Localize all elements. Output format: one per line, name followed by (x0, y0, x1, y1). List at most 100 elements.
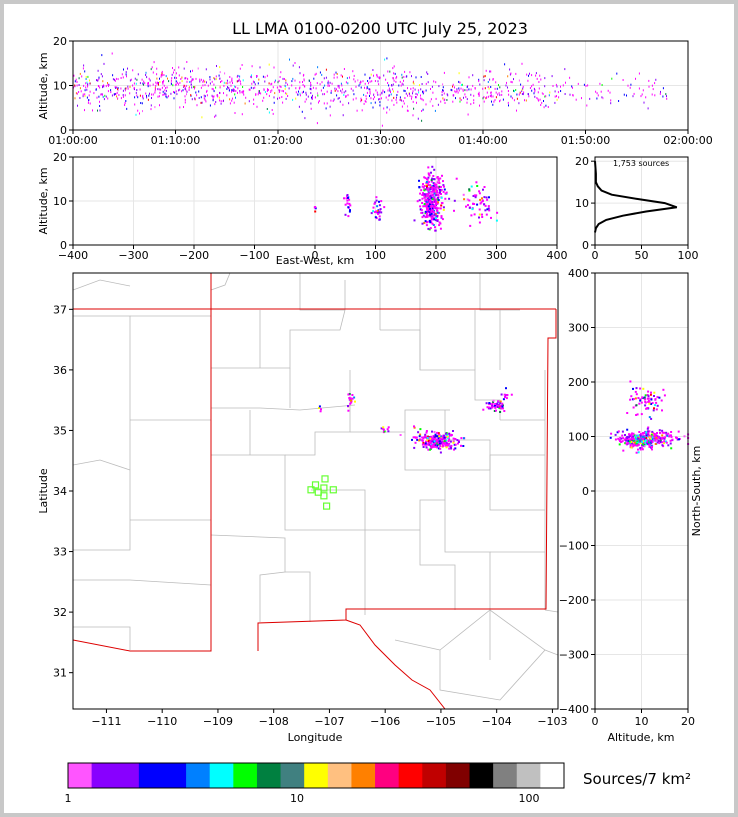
source-point (514, 90, 515, 93)
altitude-tick-label: 20 (575, 155, 589, 168)
source-point (101, 54, 103, 57)
source-point (327, 81, 329, 84)
source-point (443, 437, 446, 440)
county-boundary (211, 454, 311, 531)
source-point (497, 404, 500, 407)
source-point (421, 436, 424, 439)
source-point (155, 81, 157, 84)
source-point (289, 58, 290, 61)
source-point (303, 79, 305, 82)
source-point (534, 89, 536, 91)
source-point (436, 215, 438, 218)
source-point (519, 91, 521, 94)
source-point (347, 393, 350, 396)
source-point (430, 216, 433, 219)
source-point (393, 65, 395, 68)
source-point (99, 100, 100, 103)
source-point (499, 402, 502, 405)
source-point (321, 73, 323, 76)
source-point (421, 443, 424, 446)
source-point (468, 188, 471, 191)
source-point (460, 87, 462, 90)
source-point (342, 75, 343, 78)
source-point (282, 77, 284, 80)
source-point (126, 107, 128, 110)
source-point (369, 92, 371, 95)
source-point (95, 88, 97, 91)
source-point (481, 199, 484, 202)
source-point (642, 387, 645, 390)
colorbar-cell (327, 763, 353, 788)
source-point (152, 83, 154, 86)
source-point (462, 437, 465, 440)
ew-tick-label: −200 (179, 249, 209, 262)
source-point (422, 90, 423, 93)
source-point (214, 78, 216, 81)
source-point (157, 81, 158, 84)
source-point (626, 94, 627, 97)
source-point (370, 212, 373, 215)
source-point (455, 97, 456, 100)
source-point (637, 397, 640, 399)
source-point (212, 99, 214, 102)
source-point (599, 82, 601, 85)
source-point (445, 432, 448, 435)
source-point (371, 80, 373, 83)
source-point (389, 89, 391, 92)
source-point (184, 98, 186, 101)
source-point (629, 398, 632, 401)
source-point (505, 84, 507, 87)
source-point (368, 82, 369, 85)
source-point (459, 97, 461, 100)
colorbar-cell (138, 763, 164, 788)
source-point (82, 93, 84, 96)
source-point (251, 82, 253, 85)
source-point (344, 203, 347, 206)
source-point (129, 79, 131, 82)
lma-station-marker (320, 484, 328, 492)
source-point (406, 109, 408, 112)
source-point (626, 437, 628, 440)
source-point (443, 92, 445, 95)
source-point (209, 104, 211, 107)
source-point (459, 100, 461, 103)
source-point (166, 96, 168, 99)
source-point (414, 441, 417, 444)
source-point (402, 100, 404, 103)
source-point (404, 70, 406, 73)
source-point (175, 83, 177, 86)
source-point (86, 88, 88, 91)
source-point (229, 76, 231, 78)
source-point (136, 94, 138, 97)
source-point (200, 96, 202, 99)
source-point (621, 434, 624, 437)
source-point (485, 196, 488, 199)
source-point (323, 77, 325, 80)
source-point (441, 435, 444, 438)
source-point (237, 74, 239, 77)
source-point (219, 86, 221, 89)
source-point (492, 400, 495, 403)
source-point (498, 92, 500, 95)
source-point (429, 184, 432, 187)
colorbar-cell (233, 763, 258, 788)
source-point (352, 89, 354, 92)
source-point (521, 62, 523, 65)
source-point (622, 449, 625, 452)
source-point (111, 94, 113, 97)
source-point (407, 105, 408, 108)
source-point (641, 93, 643, 96)
source-point (165, 95, 167, 98)
source-point (145, 71, 147, 74)
source-point (445, 442, 448, 445)
colorbar: 1 10 100 Sources/7 km² (65, 762, 691, 805)
source-point (426, 211, 428, 214)
time-tick-label: 01:50:00 (561, 134, 610, 147)
source-point (465, 205, 467, 208)
source-point (197, 67, 199, 70)
source-point (294, 62, 296, 64)
source-point (381, 92, 383, 95)
source-point (648, 85, 650, 88)
source-point (433, 196, 436, 199)
source-point (645, 431, 648, 434)
